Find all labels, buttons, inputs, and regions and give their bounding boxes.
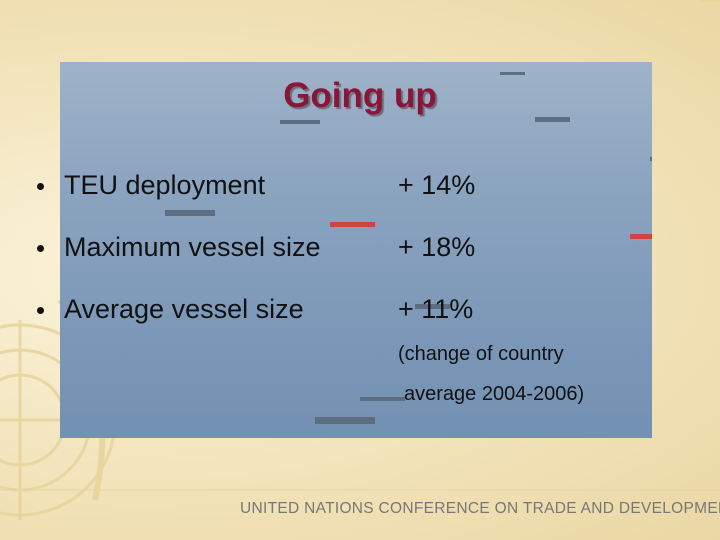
photo-panel — [60, 62, 652, 438]
slide-title: Going up — [283, 76, 437, 115]
bullet-label: Average vessel size — [64, 294, 304, 324]
bullet-value: + 18% — [398, 232, 476, 262]
bullet-label: TEU deployment — [64, 170, 266, 200]
note-line: (change of country — [398, 343, 564, 365]
bullet — [37, 245, 44, 252]
bullet — [37, 307, 44, 314]
note-line: average 2004-2006) — [404, 383, 585, 405]
ships — [165, 72, 652, 424]
bullet-label: Maximum vessel size — [64, 232, 321, 262]
bullet-value: + 11% — [398, 294, 474, 324]
bullet — [37, 183, 44, 190]
bullet-value: + 14% — [398, 170, 476, 200]
footer: UNITED NATIONS CONFERENCE ON TRADE AND D… — [240, 500, 720, 517]
